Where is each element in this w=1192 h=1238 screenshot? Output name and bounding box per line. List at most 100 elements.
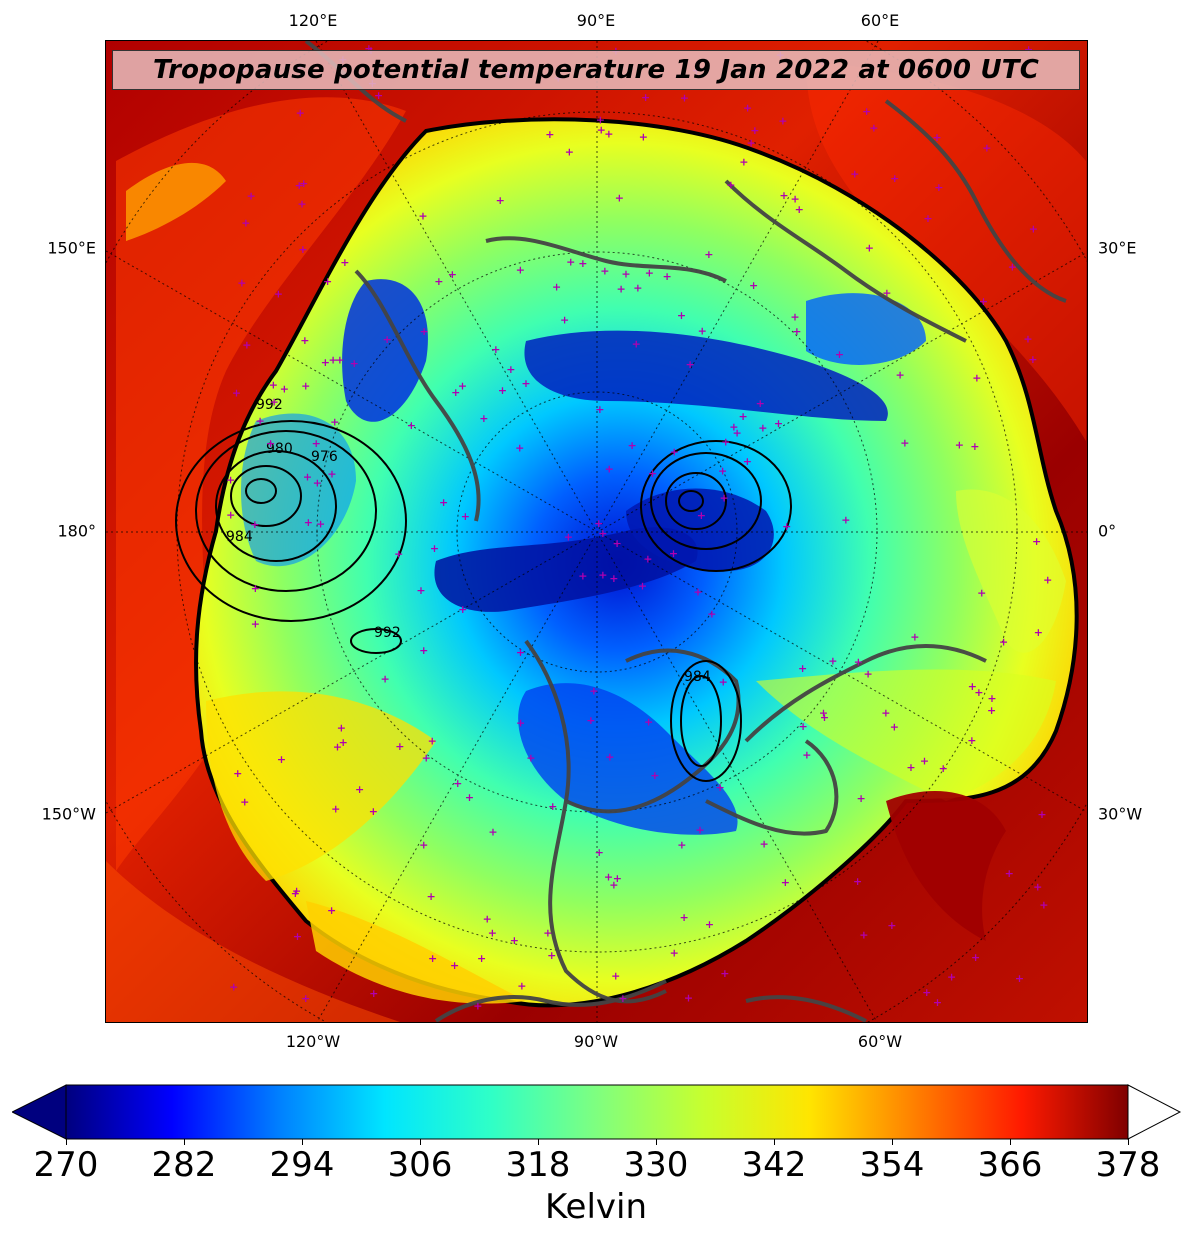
- lon-label-top: 120°E: [288, 11, 338, 30]
- station-marker: +: [841, 513, 850, 526]
- station-marker: +: [609, 878, 618, 891]
- station-marker: +: [327, 468, 336, 481]
- station-marker: +: [598, 527, 607, 540]
- station-marker: +: [312, 437, 321, 450]
- station-marker: +: [750, 124, 759, 137]
- station-marker: +: [857, 792, 866, 805]
- warm-tongue: [206, 691, 436, 881]
- station-marker: +: [266, 437, 275, 450]
- station-marker: +: [416, 584, 425, 597]
- lat-label-left: 180°: [57, 521, 96, 541]
- lon-label-bottom: 90°W: [573, 1032, 619, 1051]
- station-marker: +: [641, 91, 650, 104]
- station-marker: +: [704, 248, 713, 261]
- station-marker: +: [461, 510, 470, 523]
- station-marker: +: [383, 333, 392, 346]
- station-marker: +: [337, 722, 346, 735]
- station-marker: +: [301, 992, 310, 1005]
- station-marker: +: [586, 714, 595, 727]
- station-marker: +: [237, 277, 246, 290]
- station-marker: +: [229, 980, 238, 993]
- subtropical-jet-band: [806, 61, 1086, 441]
- map-panel[interactable]: 992 980 976 984 992 984 + + + + + + + + + + + + + + + +…: [105, 40, 1088, 1023]
- station-marker: +: [697, 509, 706, 522]
- station-marker: +: [1032, 535, 1041, 548]
- contour-label: 976: [311, 449, 338, 465]
- station-marker: +: [707, 608, 716, 621]
- station-marker: +: [972, 372, 981, 385]
- station-marker: +: [1033, 880, 1042, 893]
- colorbar-tick-label: 282: [151, 1145, 217, 1185]
- colorbar-tick-mark: [1128, 1139, 1129, 1145]
- contour-label: 992: [374, 625, 401, 641]
- station-marker: +: [628, 439, 637, 452]
- station-marker: +: [296, 107, 305, 120]
- station-marker: +: [543, 927, 552, 940]
- station-marker: +: [299, 177, 308, 190]
- cool-pool: [806, 293, 926, 365]
- station-marker: +: [638, 579, 647, 592]
- station-marker: +: [604, 870, 613, 883]
- station-marker: +: [578, 569, 587, 582]
- station-marker: +: [374, 89, 383, 102]
- station-marker: +: [451, 386, 460, 399]
- station-marker: +: [604, 128, 613, 141]
- station-marker: +: [595, 846, 604, 859]
- station-marker: +: [632, 338, 641, 351]
- station-marker: +: [516, 646, 525, 659]
- station-marker: +: [1005, 867, 1014, 880]
- station-marker: +: [605, 463, 614, 476]
- station-marker: +: [974, 686, 983, 699]
- station-marker: +: [633, 282, 642, 295]
- station-marker: +: [422, 751, 431, 764]
- station-marker: +: [890, 721, 899, 734]
- station-marker: +: [526, 751, 535, 764]
- title-box: Tropopause potential temperature 19 Jan …: [112, 50, 1080, 90]
- station-marker: +: [854, 656, 863, 669]
- station-marker: +: [439, 496, 448, 509]
- station-marker: +: [339, 736, 348, 749]
- station-marker: +: [303, 471, 312, 484]
- station-marker: +: [680, 911, 689, 924]
- station-marker: +: [693, 585, 702, 598]
- station-marker: +: [270, 395, 279, 408]
- station-marker: +: [548, 800, 557, 813]
- station-markers: + + + + + + + + + + + + + + + + + + + + + + + + + + + + + + + + + + + + + + + +…: [226, 42, 1052, 1013]
- station-marker: +: [434, 275, 443, 288]
- station-marker: +: [650, 769, 659, 782]
- station-marker: +: [720, 967, 729, 980]
- colorbar-tick-mark: [1010, 1139, 1011, 1145]
- station-marker: +: [906, 761, 915, 774]
- station-marker: +: [934, 181, 943, 194]
- station-marker: +: [798, 662, 807, 675]
- station-marker: +: [795, 203, 804, 216]
- station-marker: +: [565, 146, 574, 159]
- station-marker: +: [670, 446, 679, 459]
- station-marker: +: [850, 168, 859, 181]
- station-marker: +: [483, 912, 492, 925]
- station-marker: +: [232, 386, 241, 399]
- colorbar-tick-label: 318: [505, 1145, 571, 1185]
- colorbar-graphic: [10, 1084, 1182, 1140]
- station-marker: +: [564, 531, 573, 544]
- colorbar: [10, 1084, 1182, 1140]
- station-marker: +: [473, 1000, 482, 1013]
- station-marker: +: [594, 517, 603, 530]
- station-marker: +: [987, 692, 996, 705]
- station-marker: +: [686, 358, 695, 371]
- colorbar-tick-mark: [184, 1139, 185, 1145]
- station-marker: +: [598, 569, 607, 582]
- station-marker: +: [932, 131, 941, 144]
- station-marker: +: [256, 414, 265, 427]
- station-marker: +: [465, 791, 474, 804]
- station-marker: +: [639, 130, 648, 143]
- station-marker: +: [297, 198, 306, 211]
- contour-label: 984: [226, 529, 253, 545]
- station-marker: +: [645, 267, 654, 280]
- station-marker: +: [515, 441, 524, 454]
- station-marker: +: [726, 179, 735, 192]
- red-intrusion: [886, 791, 1006, 941]
- colorbar-title: Kelvin: [544, 1187, 648, 1227]
- subtropical-jet-band: [106, 861, 401, 1022]
- cold-trough: [342, 279, 428, 422]
